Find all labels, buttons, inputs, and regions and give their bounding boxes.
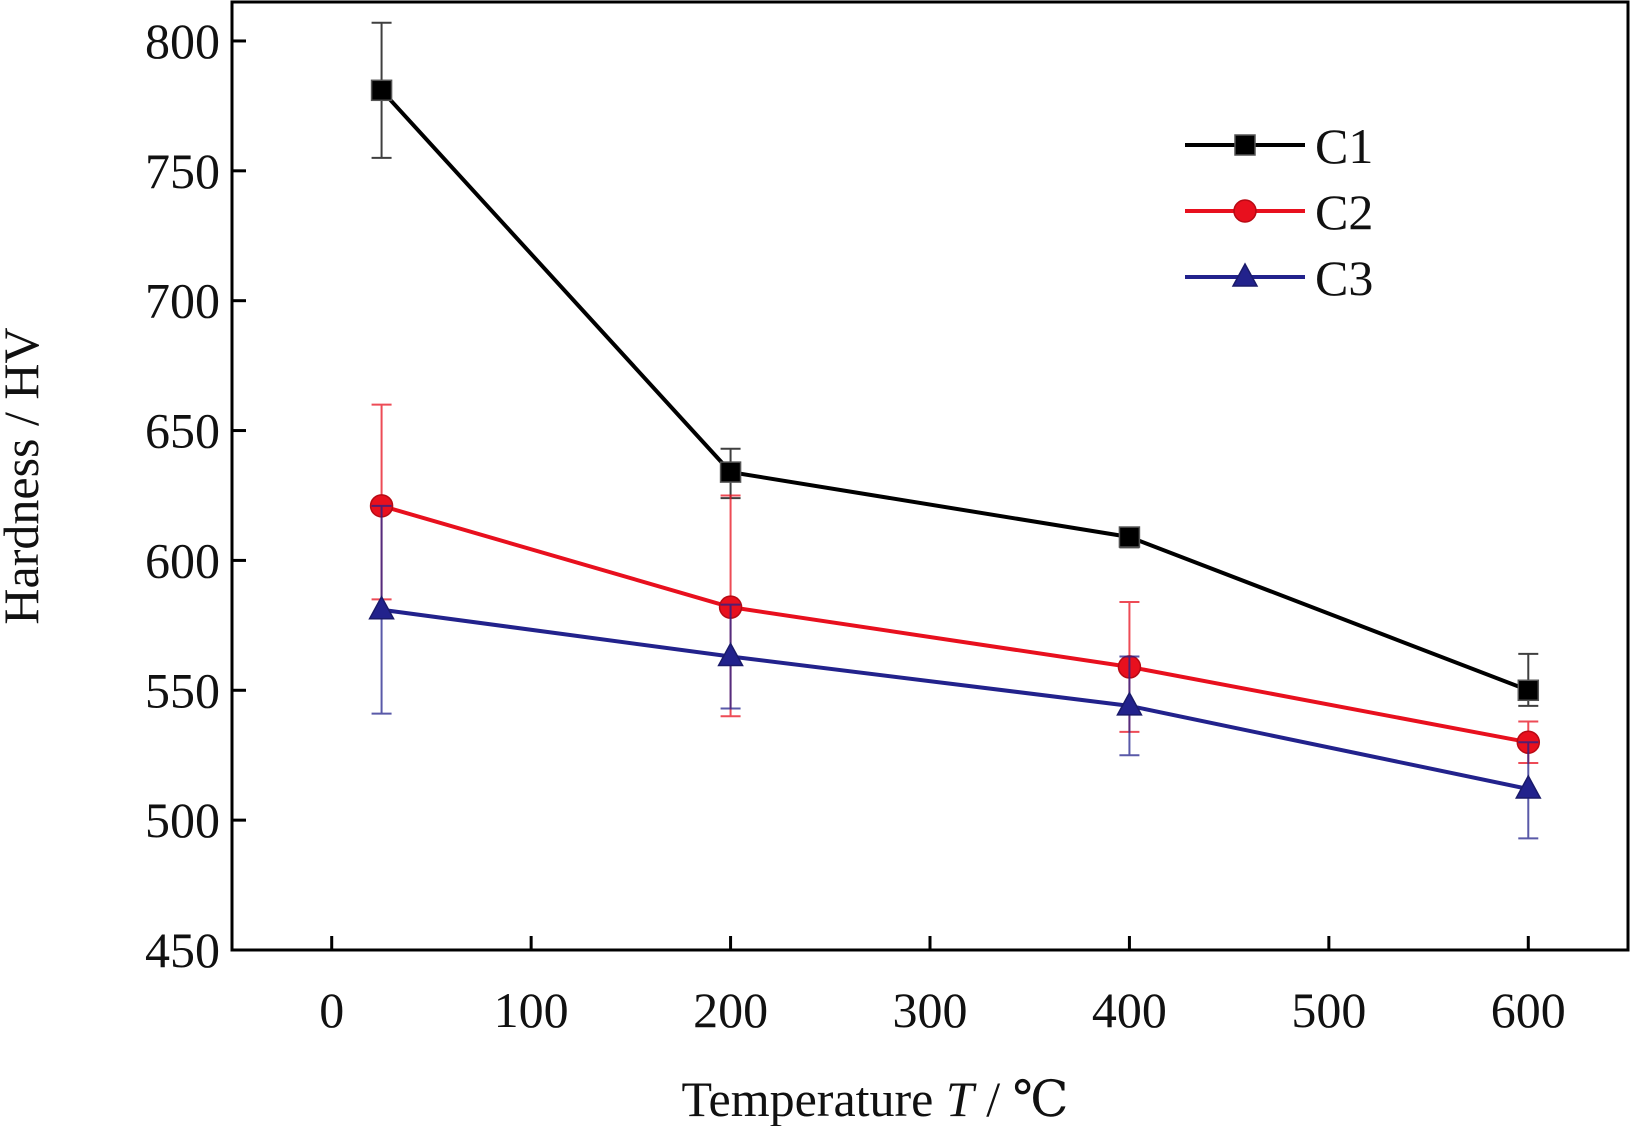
- y-tick-label-700: 700: [145, 273, 220, 329]
- x-axis-label-symbol: T: [946, 1071, 977, 1126]
- x-tick-label-300: 300: [893, 982, 968, 1038]
- series-C2: [369, 403, 1541, 764]
- legend-item-C3: C3: [1185, 250, 1373, 306]
- legend-label-C2: C2: [1315, 184, 1373, 240]
- plot-frame: [230, 0, 1630, 952]
- legend-marker-C2: [1233, 199, 1257, 223]
- x-tick-label-200: 200: [693, 982, 768, 1038]
- y-tick-label-800: 800: [145, 13, 220, 69]
- point-C3-400: [1116, 691, 1143, 716]
- x-tick-label-100: 100: [494, 982, 569, 1038]
- x-tick-label-600: 600: [1491, 982, 1566, 1038]
- legend-label-C3: C3: [1315, 250, 1373, 306]
- legend-marker-C1: [1234, 134, 1256, 156]
- series-line-C2: [381, 503, 1529, 745]
- x-tick-label-500: 500: [1291, 982, 1366, 1038]
- point-C1-200: [719, 461, 742, 483]
- point-C3-25: [368, 595, 395, 620]
- series-C1: [370, 21, 1540, 707]
- y-tick-label-750: 750: [145, 143, 220, 199]
- y-axis-ticks: 450 500 550 600 650 700 750 800: [145, 13, 246, 978]
- x-axis-label: Temperature T / ℃: [681, 1071, 1068, 1126]
- legend-label-C1: C1: [1315, 118, 1373, 174]
- y-axis-label: Hardness / HV: [0, 327, 49, 624]
- legend-item-C1: C1: [1185, 118, 1373, 174]
- point-C1-25: [370, 79, 393, 102]
- series-C3: [368, 504, 1542, 840]
- point-C3-200: [717, 641, 744, 667]
- series-layer: [368, 21, 1542, 840]
- legend-marker-C3: [1231, 262, 1259, 287]
- y-tick-label-600: 600: [145, 532, 220, 588]
- series-line-C3: [381, 607, 1529, 791]
- point-C1-600: [1517, 679, 1540, 702]
- legend-item-C2: C2: [1185, 184, 1373, 240]
- y-tick-label-550: 550: [145, 662, 220, 718]
- x-axis-label-prefix: Temperature: [681, 1071, 945, 1126]
- legend: C1 C2 C3: [1185, 118, 1373, 306]
- y-tick-label-450: 450: [145, 922, 220, 978]
- x-axis-label-suffix: / ℃: [974, 1071, 1069, 1126]
- y-tick-label-650: 650: [145, 403, 220, 459]
- x-tick-label-0: 0: [319, 982, 344, 1038]
- point-C1-400: [1118, 526, 1141, 548]
- point-C3-600: [1515, 774, 1542, 799]
- x-axis-ticks: 0 100 200 300 400 500 600: [319, 936, 1566, 1038]
- series-line-C1: [380, 88, 1530, 693]
- x-tick-label-400: 400: [1092, 982, 1167, 1038]
- y-tick-label-500: 500: [145, 792, 220, 848]
